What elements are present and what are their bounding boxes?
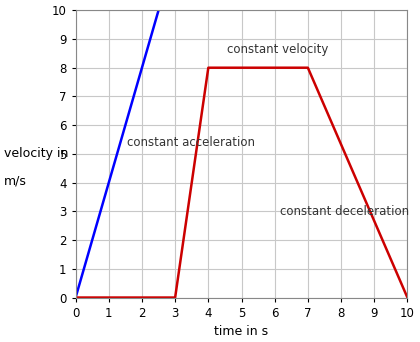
Text: constant acceleration: constant acceleration — [127, 136, 255, 149]
Text: velocity in: velocity in — [4, 147, 68, 160]
Text: constant velocity: constant velocity — [226, 43, 328, 56]
Text: m/s: m/s — [4, 175, 27, 188]
X-axis label: time in s: time in s — [215, 325, 268, 338]
Text: constant deceleration: constant deceleration — [280, 205, 409, 218]
